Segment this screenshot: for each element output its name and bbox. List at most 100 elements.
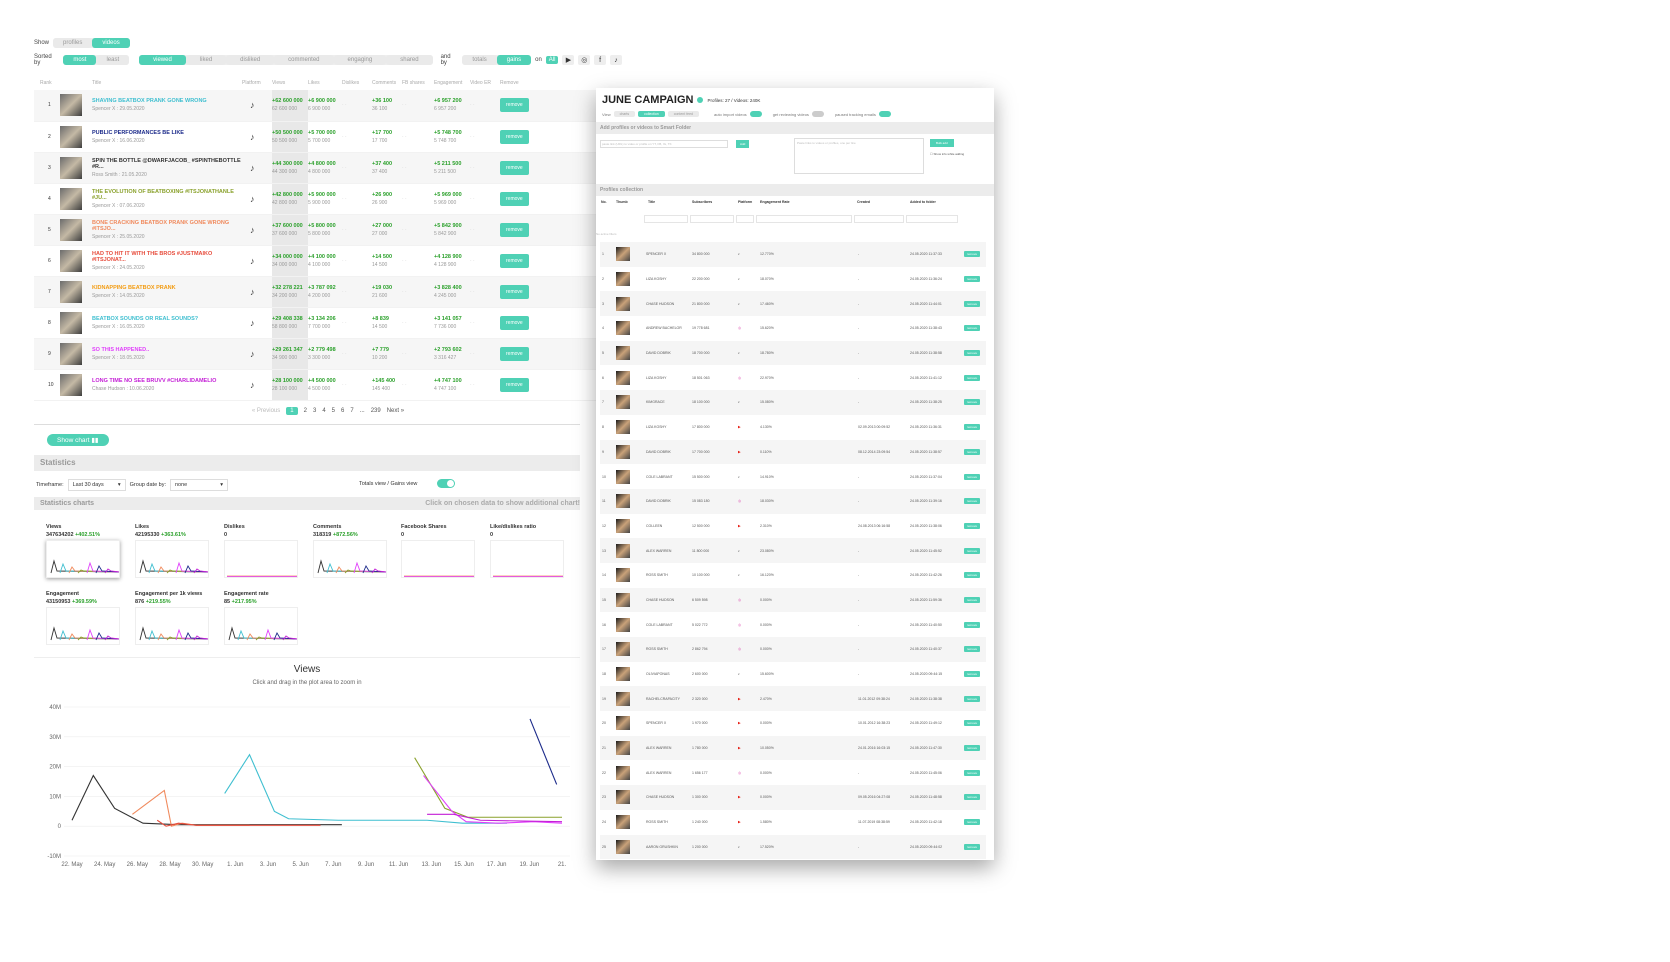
profile-name[interactable]: ROSS SMITH xyxy=(646,573,668,578)
profile-name[interactable]: CHASE HUDSON xyxy=(646,785,692,810)
profile-name[interactable]: CHASE HUDSON xyxy=(646,291,692,317)
add-button[interactable]: Add xyxy=(736,140,750,148)
remove-button[interactable]: remove xyxy=(964,695,981,702)
profile-thumbnail[interactable] xyxy=(616,420,630,435)
profile-name[interactable]: SPENCER X xyxy=(646,721,667,726)
gains-button[interactable]: gains xyxy=(496,55,532,65)
profile-name[interactable]: LIZA KOSHY xyxy=(646,425,667,430)
profile-name[interactable]: KIMGRACE xyxy=(646,390,692,415)
remove-button[interactable]: remove xyxy=(964,374,981,381)
profile-name[interactable]: ALEX WARREN xyxy=(646,770,672,775)
remove-button[interactable]: remove xyxy=(964,794,981,801)
remove-button[interactable]: remove xyxy=(500,160,529,175)
remove-button[interactable]: remove xyxy=(964,769,981,776)
remove-button[interactable]: remove xyxy=(500,315,529,330)
auto-import-toggle[interactable] xyxy=(749,111,762,117)
remove-button[interactable]: remove xyxy=(500,377,529,392)
profile-thumbnail[interactable] xyxy=(616,617,630,632)
profile-thumbnail[interactable] xyxy=(616,667,630,682)
paused-tracking-toggle[interactable] xyxy=(878,111,891,117)
totals-gains-toggle[interactable] xyxy=(437,479,456,488)
profile-name[interactable]: DAVID DOBRIK xyxy=(646,439,692,465)
remove-button[interactable]: remove xyxy=(964,621,981,628)
video-title-link[interactable]: PUBLIC PERFORMANCES BE LIKE xyxy=(92,129,184,136)
profile-name[interactable]: AARON GRUSHKIN xyxy=(646,834,692,860)
video-thumbnail[interactable] xyxy=(60,280,82,303)
facebook-icon[interactable]: f xyxy=(594,55,607,65)
remove-button[interactable]: remove xyxy=(964,350,981,357)
profile-thumbnail[interactable] xyxy=(616,642,630,657)
profile-name[interactable]: ROSS SMITH xyxy=(646,637,692,662)
page-link[interactable]: 6 xyxy=(341,407,345,414)
tiktok-icon[interactable]: ♪ xyxy=(610,55,622,65)
video-title-link[interactable]: SPIN THE BOTTLE @DWARFJACOB_ #SPINTHEBOT… xyxy=(92,157,241,170)
instagram-icon[interactable]: ◎ xyxy=(578,55,591,65)
profile-name[interactable]: LIZA KOSHY xyxy=(646,375,667,380)
remove-button[interactable]: remove xyxy=(964,399,981,406)
bulk-add-button[interactable]: Bulk add xyxy=(930,139,954,147)
profile-thumbnail[interactable] xyxy=(616,346,630,361)
video-thumbnail[interactable] xyxy=(60,218,82,241)
profile-thumbnail[interactable] xyxy=(616,469,630,484)
remove-button[interactable]: remove xyxy=(964,424,981,431)
sort-viewed-button[interactable]: viewed xyxy=(139,55,186,65)
profile-name[interactable]: DAVID DOBRIK xyxy=(646,488,692,514)
show-profiles-button[interactable]: profiles xyxy=(53,38,93,48)
profile-name[interactable]: RACHELCRAPACITY xyxy=(646,686,692,712)
profile-thumbnail[interactable] xyxy=(616,518,630,533)
prev-page-link[interactable]: « Previous xyxy=(251,407,281,414)
show-videos-button[interactable]: videos xyxy=(92,38,130,48)
page-link[interactable]: 4 xyxy=(322,407,326,414)
mini-chart[interactable] xyxy=(46,607,120,645)
remove-button[interactable]: remove xyxy=(964,448,981,455)
remove-button[interactable]: remove xyxy=(964,596,981,603)
add-link-input[interactable]: paste link (URL) to video or profile on … xyxy=(600,140,728,148)
mini-chart[interactable] xyxy=(224,607,298,645)
filter-created-input[interactable] xyxy=(854,215,904,223)
remove-button[interactable]: remove xyxy=(500,191,529,206)
page-link[interactable]: 1 xyxy=(286,406,298,415)
page-link[interactable]: 239 xyxy=(370,407,381,414)
profile-thumbnail[interactable] xyxy=(616,592,630,607)
remove-button[interactable]: remove xyxy=(964,572,981,579)
video-thumbnail[interactable] xyxy=(60,187,82,210)
remove-button[interactable]: remove xyxy=(964,745,981,752)
view-charts-tab[interactable]: charts xyxy=(613,111,636,117)
profile-thumbnail[interactable] xyxy=(616,272,630,287)
filter-added-input[interactable] xyxy=(906,215,958,223)
video-title-link[interactable]: BONE CRACKING BEATBOX PRANK GONE WRONG #… xyxy=(92,219,230,232)
sort-commented-button[interactable]: commented xyxy=(274,55,334,65)
video-title-link[interactable]: HAD TO HIT IT WITH THE BROS #JUSTMAIKO #… xyxy=(92,250,213,263)
profile-thumbnail[interactable] xyxy=(616,296,630,311)
sort-shared-button[interactable]: shared xyxy=(386,55,433,65)
remove-button[interactable]: remove xyxy=(964,498,981,505)
remove-button[interactable]: remove xyxy=(964,671,981,678)
remove-button[interactable]: remove xyxy=(964,547,981,554)
profile-name[interactable]: SPENCER X xyxy=(646,242,692,267)
profile-thumbnail[interactable] xyxy=(616,247,630,262)
remove-button[interactable]: remove xyxy=(500,98,529,113)
page-link[interactable]: 2 xyxy=(303,407,307,414)
video-thumbnail[interactable] xyxy=(60,342,82,365)
profile-thumbnail[interactable] xyxy=(616,716,630,731)
profile-thumbnail[interactable] xyxy=(616,444,630,459)
reviewing-toggle[interactable] xyxy=(811,111,824,117)
remove-button[interactable]: remove xyxy=(964,251,981,258)
show-info-checkbox[interactable]: ☐ Show info while adding xyxy=(930,152,965,156)
remove-button[interactable]: remove xyxy=(500,129,529,144)
sort-engaging-button[interactable]: engaging xyxy=(333,55,387,65)
remove-button[interactable]: remove xyxy=(964,325,981,332)
totals-button[interactable]: totals xyxy=(462,55,497,65)
video-thumbnail[interactable] xyxy=(60,249,82,272)
mini-chart[interactable] xyxy=(401,540,475,578)
mini-chart[interactable] xyxy=(490,540,564,578)
profile-thumbnail[interactable] xyxy=(616,395,630,410)
remove-button[interactable]: remove xyxy=(964,843,981,850)
profile-name[interactable]: COLE LABRANT xyxy=(646,622,673,627)
mini-chart[interactable] xyxy=(224,540,298,578)
page-link[interactable]: 7 xyxy=(350,407,354,414)
profile-name[interactable]: COLLEEN xyxy=(646,523,663,528)
remove-button[interactable]: remove xyxy=(500,253,529,268)
video-thumbnail[interactable] xyxy=(60,125,82,148)
filter-title-input[interactable] xyxy=(644,215,688,223)
